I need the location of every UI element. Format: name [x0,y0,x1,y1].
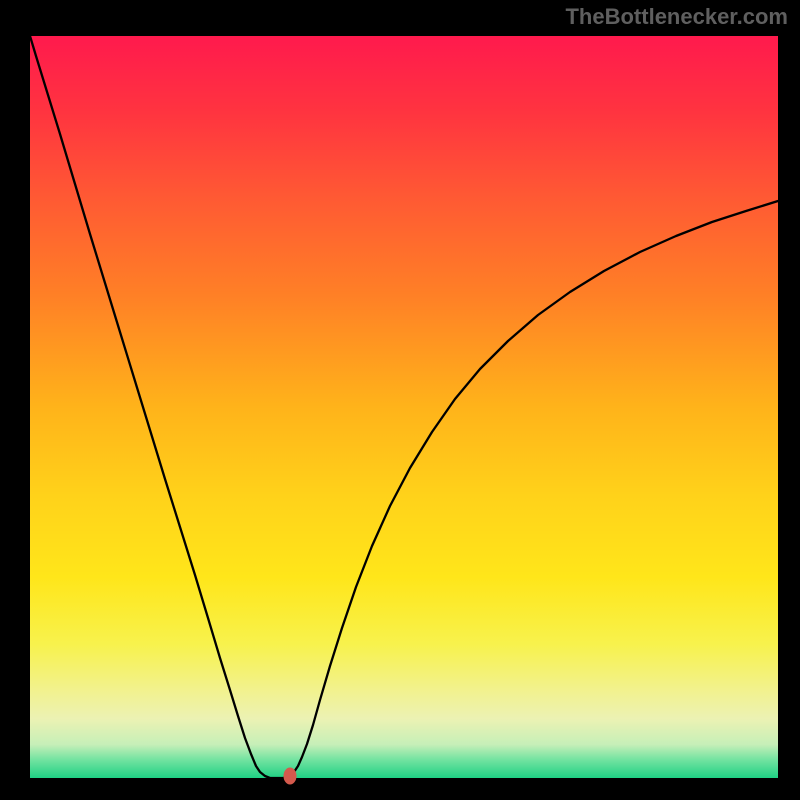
optimal-point-marker [284,768,297,785]
watermark-text: TheBottlenecker.com [565,4,788,29]
